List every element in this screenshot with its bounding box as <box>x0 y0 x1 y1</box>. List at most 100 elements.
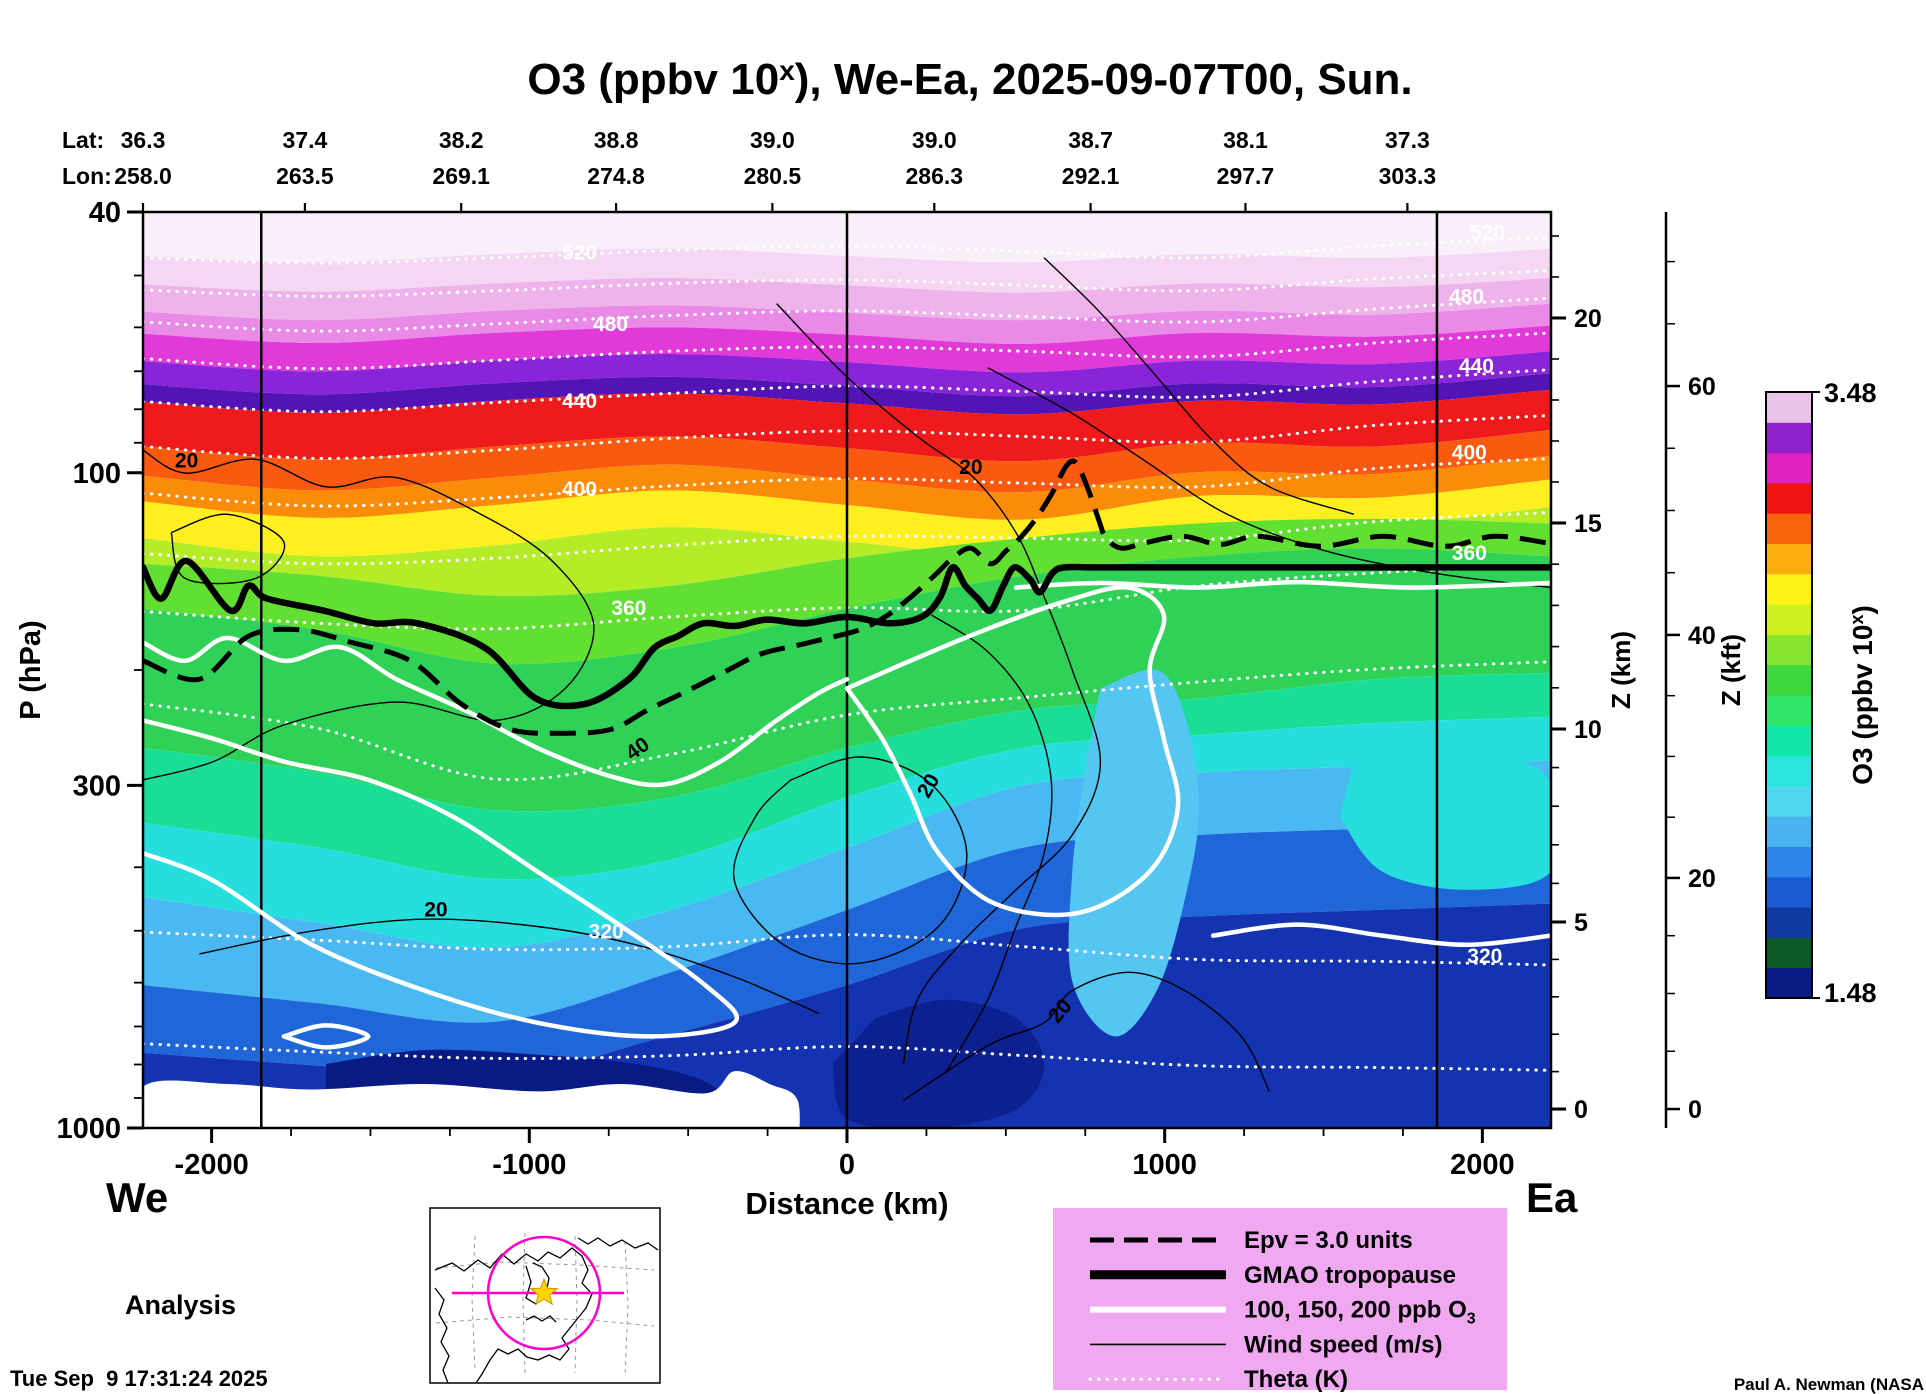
colorbar-max-label: 3.48 <box>1824 378 1877 408</box>
contour-labels: 520 520 480 480 440 440 400 400 360 360 320 320 20 20… <box>175 222 1505 1028</box>
map-coastline <box>434 1287 450 1383</box>
lat-value: 37.4 <box>283 127 328 153</box>
lat-value: 38.1 <box>1223 127 1268 153</box>
lat-value: 39.0 <box>750 127 795 153</box>
legend-item-label: 100, 150, 200 ppb O3 <box>1244 1297 1476 1328</box>
map-coastline <box>577 1237 659 1251</box>
z-kft-axis: 60 40 20 0 <box>1664 212 1716 1128</box>
legend-item-label: Epv = 3.0 units <box>1244 1227 1413 1254</box>
wind-contour-label: 20 <box>175 450 198 473</box>
legend: Epv = 3.0 units GMAO tropopause 100, 150, … <box>1053 1208 1507 1393</box>
map-graticule-line <box>435 1316 655 1327</box>
lon-value: 263.5 <box>276 163 334 189</box>
legend-item-label: Theta (K) <box>1244 1366 1348 1393</box>
epv-contour <box>143 458 1551 736</box>
distance-tick-label: -2000 <box>175 1149 249 1181</box>
z-km-tick-label: 5 <box>1574 909 1588 937</box>
lat-row-label: Lat: <box>62 127 104 153</box>
colorbar-title: O3 (ppbv 10x) <box>1847 605 1878 785</box>
lon-value: 303.3 <box>1379 163 1437 189</box>
lon-value: 292.1 <box>1062 163 1120 189</box>
distance-tick-label: 1000 <box>1132 1149 1197 1181</box>
legend-item-label: GMAO tropopause <box>1244 1262 1456 1289</box>
distance-tick-label: 2000 <box>1450 1149 1515 1181</box>
lat-value: 36.3 <box>121 127 166 153</box>
lon-row-label: Lon: <box>62 163 112 189</box>
theta-contour-label: 520 <box>1470 222 1505 245</box>
distance-tick-label: -1000 <box>492 1149 566 1181</box>
z-km-tick-label: 0 <box>1574 1096 1588 1124</box>
lat-value: 38.8 <box>594 127 639 153</box>
pressure-tick-label: 40 <box>89 197 121 229</box>
lon-value: 274.8 <box>587 163 645 189</box>
lon-value: 280.5 <box>744 163 802 189</box>
colorbar-min-label: 1.48 <box>1824 978 1877 1008</box>
lon-value: 297.7 <box>1217 163 1275 189</box>
z-kft-axis-label: Z (kft) <box>1716 634 1746 706</box>
pressure-axis-label: P (hPa) <box>15 620 47 719</box>
lat-value: 38.2 <box>439 127 484 153</box>
z-km-axis-label: Z (km) <box>1606 631 1636 709</box>
z-km-tick-label: 10 <box>1574 716 1602 744</box>
theta-contour-label: 440 <box>1459 355 1494 378</box>
theta-contour-label: 360 <box>1452 542 1487 565</box>
map-graticule-line <box>435 1261 655 1271</box>
map-contents <box>434 1232 659 1383</box>
west-endpoint-label: We <box>106 1174 168 1221</box>
distance-tick-label: 0 <box>839 1149 855 1181</box>
legend-item-theta: Theta (K) <box>1088 1366 1348 1393</box>
lat-value: 38.7 <box>1068 127 1113 153</box>
wind-speed-contours <box>143 257 1551 1102</box>
legend-item-label: Wind speed (m/s) <box>1244 1331 1442 1358</box>
distance-axis-label: Distance (km) <box>745 1186 948 1221</box>
z-km-tick-label: 20 <box>1574 305 1602 333</box>
theta-contour-label: 320 <box>1467 945 1502 968</box>
z-kft-tick-label: 0 <box>1688 1096 1702 1124</box>
colorbar <box>1765 391 1820 999</box>
lon-value: 258.0 <box>114 163 172 189</box>
lon-value: 269.1 <box>432 163 490 189</box>
legend-item-o3: 100, 150, 200 ppb O3 <box>1090 1297 1476 1328</box>
theta-contour-label: 480 <box>593 313 628 336</box>
timestamp: Tue Sep 9 17:31:24 2025 <box>10 1366 268 1391</box>
map-coastline <box>525 1315 557 1323</box>
z-km-tick-label: 15 <box>1574 510 1602 538</box>
z-kft-tick-label: 40 <box>1688 622 1716 650</box>
legend-item-epv: Epv = 3.0 units <box>1090 1227 1413 1254</box>
wind-contour-label: 20 <box>424 898 447 921</box>
legend-item-tropopause: GMAO tropopause <box>1090 1262 1456 1289</box>
lon-value: 286.3 <box>906 163 964 189</box>
wind-contour-label: 20 <box>959 456 982 479</box>
pressure-tick-label: 300 <box>73 770 121 802</box>
theta-contour-label: 400 <box>1452 441 1487 464</box>
east-endpoint-label: Ea <box>1526 1174 1578 1221</box>
pressure-tick-label: 1000 <box>56 1113 121 1145</box>
theta-contour-label: 320 <box>589 920 624 943</box>
legend-item-wind: Wind speed (m/s) <box>1090 1331 1442 1358</box>
z-km-axis: 20 15 10 5 0 <box>1551 235 1602 1124</box>
theta-contour-label: 440 <box>562 390 597 413</box>
lat-value: 37.3 <box>1385 127 1430 153</box>
lat-value: 39.0 <box>912 127 957 153</box>
map-crosshair-circle <box>486 1235 602 1351</box>
pressure-tick-label: 100 <box>73 458 121 490</box>
z-kft-tick-label: 20 <box>1688 865 1716 893</box>
page-title: O3 (ppbv 10x), We-Ea, 2025-09-07T00, Sun… <box>527 55 1412 104</box>
theta-contour-label: 400 <box>562 478 597 501</box>
map-inset <box>429 1207 661 1384</box>
credit: Paul A. Newman (NASA <box>1734 1375 1924 1394</box>
lat-lon-values: 36.3 258.0 37.4 263.5 38.2 269.1 38.8 274.8 39.0… <box>114 127 1436 189</box>
map-graticule-line <box>574 1235 578 1374</box>
axes: 40 100 300 1000 -2000 -1000 0 1000 2000 <box>56 197 1553 1181</box>
theta-contour-label: 360 <box>611 597 646 620</box>
map-graticule-line <box>522 1232 526 1377</box>
waypoint-lines <box>260 212 1439 1128</box>
analysis-label: Analysis <box>125 1290 236 1320</box>
z-kft-tick-label: 60 <box>1688 373 1716 401</box>
gmao-tropopause-line <box>143 557 1551 710</box>
theta-contour-label: 520 <box>562 242 597 265</box>
theta-contour-label: 480 <box>1449 286 1484 309</box>
